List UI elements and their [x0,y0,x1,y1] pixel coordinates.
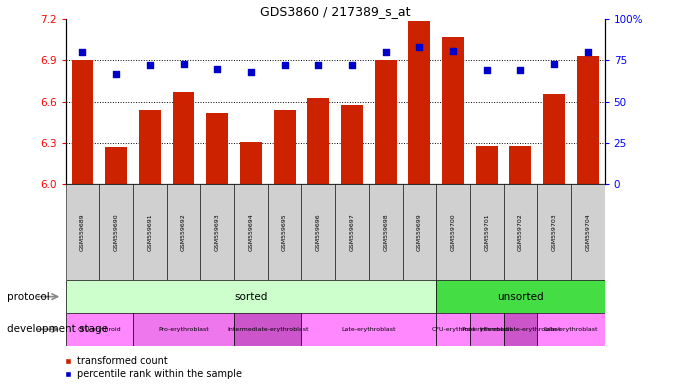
Text: sorted: sorted [234,291,267,302]
Bar [274,110,296,184]
Bar [100,184,133,280]
Text: Late-erythroblast: Late-erythroblast [544,327,598,332]
Bar [543,93,565,184]
Bar [301,313,436,346]
Bar [268,184,301,280]
Bar [538,313,605,346]
Point [481,67,492,73]
Bar [436,313,470,346]
Bar [66,184,100,280]
Text: GSM559704: GSM559704 [585,214,590,251]
Text: GSM559689: GSM559689 [80,214,85,251]
Text: GSM559700: GSM559700 [451,214,455,251]
Point [414,44,425,50]
Text: GSM559702: GSM559702 [518,214,523,251]
Point [380,49,391,55]
Text: GSM559699: GSM559699 [417,214,422,251]
Bar [470,313,504,346]
Text: GSM559703: GSM559703 [551,214,556,251]
Legend: transformed count, percentile rank within the sample: transformed count, percentile rank withi… [64,356,243,379]
Point [211,66,223,72]
Point [245,69,256,75]
Text: GSM559693: GSM559693 [215,214,220,251]
Bar [200,184,234,280]
Bar [207,113,228,184]
Point [144,62,155,68]
Bar [341,104,363,184]
Bar [301,184,335,280]
Bar [173,92,194,184]
Bar [335,184,369,280]
Point [583,49,594,55]
Point [448,48,459,54]
Bar [571,184,605,280]
Text: GSM559701: GSM559701 [484,214,489,251]
Point [111,71,122,77]
Text: CFU-erythroid: CFU-erythroid [431,327,475,332]
Text: CFU-erythroid: CFU-erythroid [77,327,121,332]
Point [279,62,290,68]
Text: Pro-erythroblast: Pro-erythroblast [158,327,209,332]
Bar [402,184,436,280]
Bar [504,184,537,280]
Title: GDS3860 / 217389_s_at: GDS3860 / 217389_s_at [260,5,410,18]
Bar [133,313,234,346]
Point [77,49,88,55]
Text: Intermediate-erythroblast: Intermediate-erythroblast [227,327,308,332]
Text: development stage: development stage [7,324,108,334]
Bar [577,56,598,184]
Bar [369,184,402,280]
Bar [66,280,436,313]
Bar [476,146,498,184]
Bar [72,60,93,184]
Bar [105,147,127,184]
Text: GSM559691: GSM559691 [147,214,152,251]
Point [178,61,189,67]
Bar [375,60,397,184]
Text: GSM559696: GSM559696 [316,214,321,251]
Text: GSM559697: GSM559697 [350,214,354,251]
Bar [470,184,504,280]
Bar [234,184,267,280]
Point [346,62,357,68]
Bar [307,98,329,184]
Bar [408,21,430,184]
Bar [234,313,301,346]
Bar [538,184,571,280]
Bar [167,184,200,280]
Text: GSM559690: GSM559690 [114,214,119,251]
Bar [504,313,537,346]
Bar [509,146,531,184]
Text: Intermediate-erythroblast: Intermediate-erythroblast [480,327,561,332]
Text: protocol: protocol [7,291,50,302]
Point [549,61,560,67]
Point [515,67,526,73]
Text: unsorted: unsorted [497,291,544,302]
Bar [240,142,262,184]
Bar [436,184,470,280]
Bar [139,110,161,184]
Text: GSM559698: GSM559698 [384,214,388,251]
Text: GSM559694: GSM559694 [249,214,254,251]
Bar [442,37,464,184]
Text: Pro-erythroblast: Pro-erythroblast [462,327,512,332]
Text: GSM559695: GSM559695 [282,214,287,251]
Bar [66,313,133,346]
Bar [436,280,605,313]
Bar [133,184,167,280]
Text: GSM559692: GSM559692 [181,214,186,251]
Text: Late-erythroblast: Late-erythroblast [341,327,396,332]
Point [313,62,324,68]
